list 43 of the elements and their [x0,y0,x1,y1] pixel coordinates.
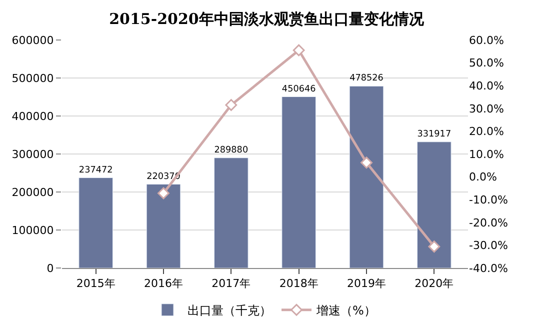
y-tick-label: 100000 [12,224,54,237]
point [360,156,372,169]
y2-tick-label: 40.0% [469,79,504,92]
bar [417,142,452,268]
y-tick-label: 300000 [12,148,54,161]
point [292,44,305,56]
x-tick-label: 2020年 [414,277,454,290]
point [158,187,170,200]
y2-tick-label: -40.0% [469,262,508,275]
x-tick-label: 2015年 [76,277,116,290]
y-tick-label: 600000 [12,34,54,47]
point [225,99,238,111]
y2-tick-label: 20.0% [469,125,504,138]
y2-tick-label: -10.0% [469,193,508,206]
x-tick-label: 2019年 [347,277,386,290]
legend-label: 出口量（千克） [188,304,272,318]
data-label: 331917 [417,129,452,140]
bar [78,178,113,268]
bar [282,96,316,268]
data-label: 450646 [282,84,316,94]
x-tick-label: 2016年 [144,277,183,290]
y2-tick-label: 60.0% [469,34,504,47]
y2-tick-label: -30.0% [469,239,508,252]
y2-tick-label: -20.0% [469,216,508,230]
bar [146,184,181,268]
x-tick-label: 2017年 [212,277,251,290]
y-tick-label: 200000 [12,186,54,199]
y2-tick-label: 50.0% [469,56,504,70]
data-label: 237472 [78,165,113,176]
legend-label: 增速（%） [316,304,376,318]
x-tick-label: 2018年 [279,277,318,290]
y-tick-label: 400000 [12,110,54,123]
y2-tick-label: 30.0% [469,102,504,116]
chart-title: 2015-2020年中国淡水观赏鱼出口量变化情况 [109,10,425,28]
y2-tick-label: 10.0% [469,148,504,161]
y-tick-label: 500000 [12,72,54,85]
bar [349,86,384,268]
bar [214,158,248,268]
data-label: 289880 [214,145,248,156]
point [428,240,440,253]
data-label: 478526 [350,74,384,84]
y-tick-label: 0 [46,262,54,275]
y2-tick-label: 0.0% [469,170,497,184]
